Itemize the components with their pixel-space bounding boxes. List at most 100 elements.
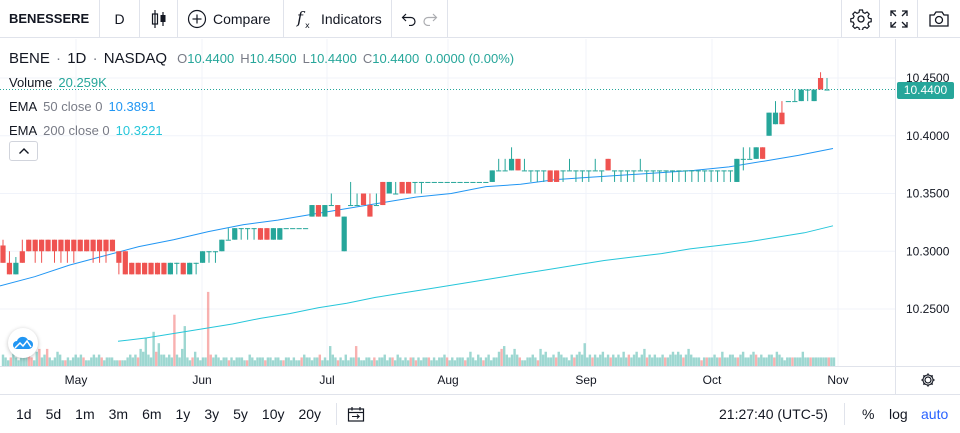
log-scale-toggle[interactable]: log xyxy=(889,406,908,422)
candle xyxy=(386,181,392,194)
candle-body xyxy=(77,239,83,252)
auto-scale-toggle[interactable]: auto xyxy=(921,406,949,422)
volume-bar xyxy=(279,360,283,366)
low-value: 10.4400 xyxy=(309,50,357,66)
range-10y[interactable]: 10y xyxy=(261,406,285,422)
candle xyxy=(277,228,283,240)
candle xyxy=(26,239,32,252)
volume-bar xyxy=(256,357,259,366)
ema200-polyline xyxy=(117,225,834,342)
ema200-legend-row[interactable]: EMA 200 close 0 10.3221 xyxy=(9,118,520,142)
candle-body xyxy=(328,205,334,207)
candle-body xyxy=(650,170,656,172)
tradingview-logo-button[interactable] xyxy=(8,328,38,358)
price-tick-label: 10.3000 xyxy=(906,244,950,258)
range-5d[interactable]: 5d xyxy=(45,406,62,422)
candle xyxy=(309,205,315,217)
axis-settings-icon[interactable] xyxy=(921,373,935,387)
candle-body xyxy=(315,205,322,217)
candle-body xyxy=(309,205,315,217)
volume-bar xyxy=(586,357,589,366)
volume-bar xyxy=(253,360,257,366)
volume-bar xyxy=(269,357,272,366)
volume-bar xyxy=(90,357,93,366)
range-6m[interactable]: 6m xyxy=(142,406,162,422)
undo-icon[interactable] xyxy=(401,12,417,26)
candle-body xyxy=(483,181,489,183)
volume-bar xyxy=(396,354,399,366)
volume-bar xyxy=(295,360,298,366)
volume-bar xyxy=(682,357,685,366)
volume-bar xyxy=(32,360,36,366)
ema50-legend-row[interactable]: EMA 50 close 0 10.3891 xyxy=(9,94,520,118)
volume-bar xyxy=(97,354,101,366)
volume-bar xyxy=(308,357,311,366)
interval-button[interactable]: D xyxy=(100,0,140,37)
range-1y[interactable]: 1y xyxy=(175,406,191,422)
gear-icon xyxy=(849,8,872,30)
volume-label: Volume xyxy=(9,74,53,90)
candle-body xyxy=(84,239,90,252)
volume-bar xyxy=(438,357,441,366)
high-label: H xyxy=(240,50,250,66)
volume-bar xyxy=(817,357,820,366)
volume-bar xyxy=(422,357,425,366)
candle-body xyxy=(187,262,193,275)
volume-bar xyxy=(741,351,745,366)
volume-legend-row[interactable]: Volume 20.259K xyxy=(9,70,520,94)
time-tick-label: Aug xyxy=(437,373,458,387)
candle-body xyxy=(64,239,70,252)
candle xyxy=(6,251,13,275)
range-20y[interactable]: 20y xyxy=(298,406,322,422)
volume-bar xyxy=(375,360,379,366)
range-3y[interactable]: 3y xyxy=(204,406,220,422)
range-1m[interactable]: 1m xyxy=(75,406,95,422)
redo-icon[interactable] xyxy=(422,12,438,26)
volume-bar xyxy=(271,360,275,366)
chart-type-button[interactable] xyxy=(140,0,178,37)
time-tick-label: Oct xyxy=(703,373,722,387)
symbol-search-button[interactable]: BENESSERE xyxy=(0,0,100,37)
volume-bar xyxy=(695,357,698,366)
candle-body xyxy=(547,170,553,182)
range-3m[interactable]: 3m xyxy=(108,406,129,422)
volume-bar xyxy=(336,360,340,366)
volume-bar xyxy=(490,360,493,366)
range-5y[interactable]: 5y xyxy=(233,406,248,422)
svg-text:f: f xyxy=(296,8,306,27)
candle xyxy=(521,158,528,172)
candle xyxy=(245,228,251,240)
fullscreen-button[interactable] xyxy=(880,0,918,37)
candle-body xyxy=(779,112,785,125)
volume-bar xyxy=(160,354,163,366)
candle-body xyxy=(348,205,354,207)
candle xyxy=(496,158,502,172)
indicators-label: Indicators xyxy=(321,10,382,27)
snapshot-button[interactable] xyxy=(918,0,960,37)
compare-button[interactable]: Compare xyxy=(178,0,284,37)
candle-body xyxy=(148,262,154,275)
volume-bar xyxy=(341,360,345,366)
percent-scale-toggle[interactable]: % xyxy=(862,406,875,422)
legend-collapse-button[interactable] xyxy=(9,141,38,161)
volume-bar xyxy=(297,360,301,366)
price-chart[interactable]: 10.4500 10.4000 10.3500 10.3000 10.2500 May Ju… xyxy=(0,39,960,394)
candle-body xyxy=(502,170,508,172)
volume-bar xyxy=(284,357,288,366)
ema200-value: 10.3221 xyxy=(115,122,163,138)
range-1d[interactable]: 1d xyxy=(16,406,32,422)
volume-bar xyxy=(243,360,246,366)
axes: 10.4500 10.4000 10.3500 10.3000 10.2500 May Ju… xyxy=(0,39,960,394)
volume-bar xyxy=(593,354,597,366)
candle xyxy=(792,89,798,103)
indicators-button[interactable]: f x Indicators xyxy=(284,0,392,37)
volume-bar xyxy=(323,357,327,366)
goto-date-icon[interactable] xyxy=(347,406,365,422)
candle-body xyxy=(174,262,180,264)
volume-bar xyxy=(92,354,96,366)
timezone-clock[interactable]: 21:27:40 (UTC-5) xyxy=(719,406,828,422)
volume-bar xyxy=(116,360,119,366)
legend-title: BENE · 1D · NASDAQ xyxy=(9,50,169,67)
settings-button[interactable] xyxy=(842,0,880,37)
volume-bar xyxy=(534,357,537,366)
